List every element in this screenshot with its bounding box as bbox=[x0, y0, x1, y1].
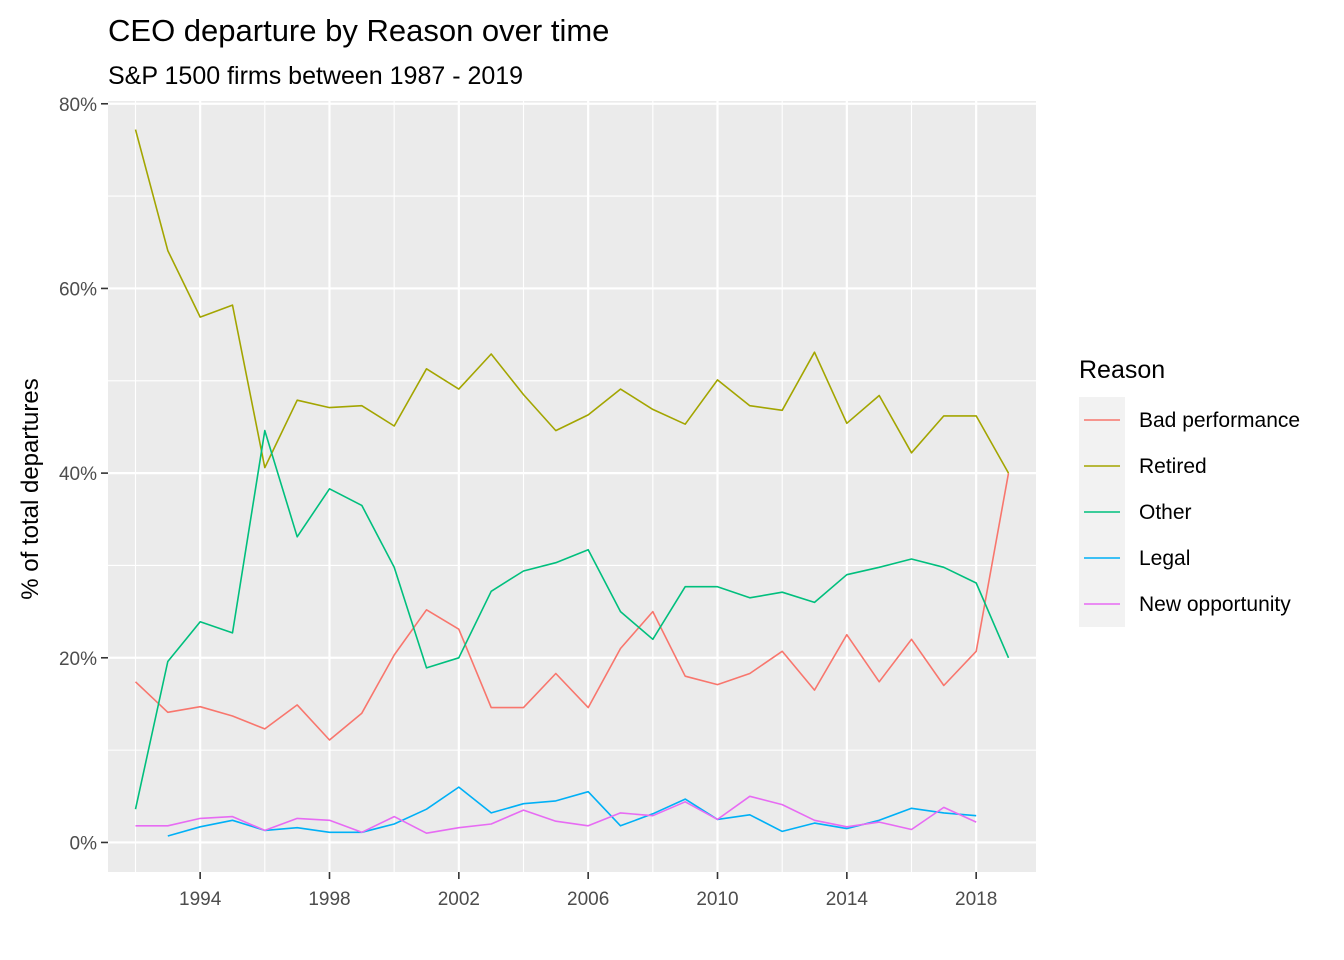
legend-label-retired: Retired bbox=[1139, 455, 1207, 478]
y-tick-label: 80% bbox=[59, 95, 97, 116]
legend-label-bad-performance: Bad performance bbox=[1139, 409, 1300, 432]
series-line-retired bbox=[134, 129, 1010, 474]
series-line-other bbox=[134, 429, 1010, 810]
chart-title: CEO departure by Reason over time bbox=[108, 13, 609, 48]
x-tick-label: 1998 bbox=[308, 889, 350, 910]
y-tick-label: 60% bbox=[59, 279, 97, 300]
y-tick-label: 0% bbox=[70, 833, 98, 854]
x-tick-label: 2010 bbox=[696, 889, 738, 910]
chart-subtitle: S&P 1500 firms between 1987 - 2019 bbox=[108, 62, 523, 90]
x-tick-label: 1994 bbox=[179, 889, 222, 910]
legend-items: Bad performance Retired Other Legal New oppo… bbox=[1079, 397, 1300, 627]
y-axis: 0% 20% 40% 60% 80% bbox=[59, 95, 108, 854]
x-axis: 1994 1998 2002 2006 2010 2014 2018 bbox=[179, 872, 997, 910]
x-tick-label: 2006 bbox=[567, 889, 609, 910]
legend-label-legal: Legal bbox=[1139, 547, 1190, 570]
series-line-bad-performance bbox=[134, 472, 1010, 741]
legend-label-new-opportunity: New opportunity bbox=[1139, 593, 1291, 616]
plot-panel bbox=[108, 101, 1036, 872]
legend: Reason Bad performance Retired Other Legal N… bbox=[1079, 356, 1300, 627]
x-tick-label: 2002 bbox=[438, 889, 480, 910]
legend-title: Reason bbox=[1079, 356, 1165, 384]
grid-minor bbox=[108, 101, 1036, 872]
x-tick-label: 2014 bbox=[826, 889, 869, 910]
y-axis-title: % of total departures bbox=[17, 378, 44, 599]
series-line-new-opportunity bbox=[135, 795, 977, 835]
grid-major bbox=[108, 101, 1036, 872]
y-tick-label: 40% bbox=[59, 464, 97, 485]
series-lines bbox=[134, 129, 1010, 837]
legend-label-other: Other bbox=[1139, 501, 1192, 524]
x-tick-label: 2018 bbox=[955, 889, 997, 910]
series-line-legal bbox=[167, 786, 977, 837]
y-tick-label: 20% bbox=[59, 649, 97, 670]
